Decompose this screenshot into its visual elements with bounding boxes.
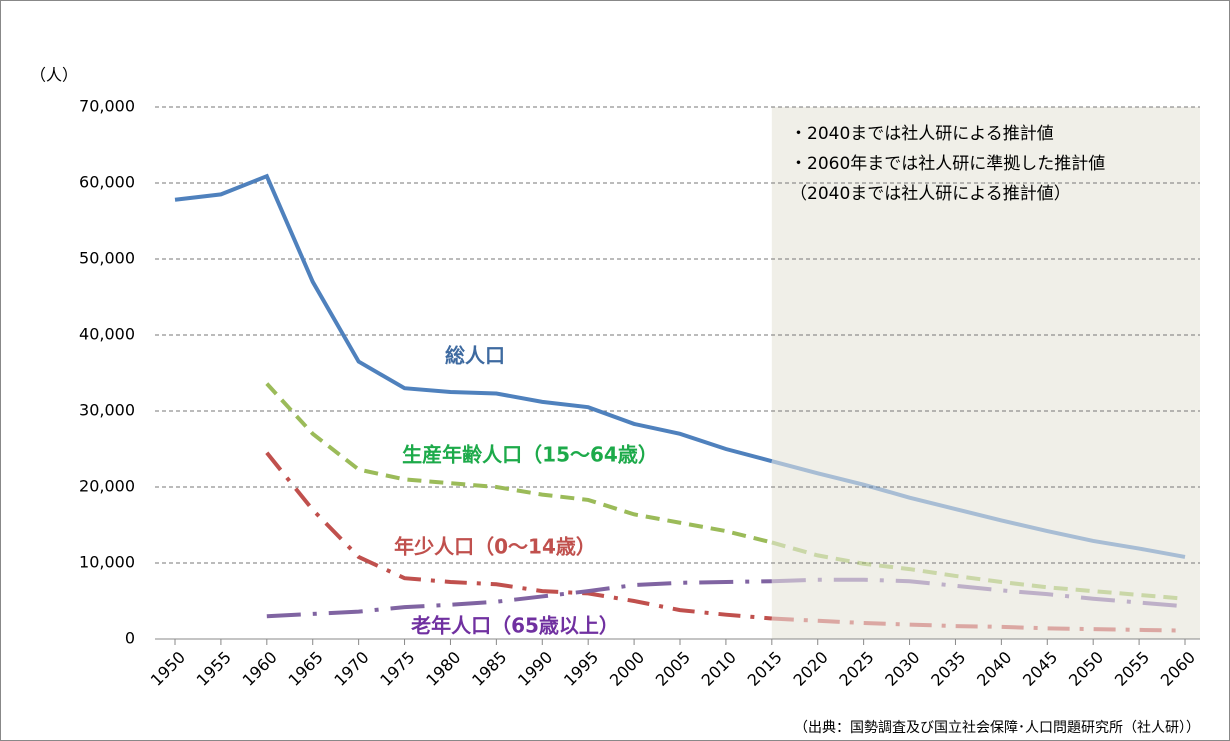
series-line xyxy=(771,577,1186,609)
series-line xyxy=(174,173,773,464)
y-tick-label: 40,000 xyxy=(79,325,135,344)
y-tick-label: 20,000 xyxy=(79,477,135,496)
series-label: 総人口 xyxy=(445,344,505,368)
note: ・2060年までは社人研に準拠した推計値 xyxy=(790,154,1105,174)
series-line xyxy=(771,459,1186,559)
y-unit: （人） xyxy=(30,66,78,85)
y-tick-label: 50,000 xyxy=(79,249,135,268)
source: （出典：国勢調査及び国立社会保障･人口問題研究所（社人研）） xyxy=(794,720,1200,736)
y-tick-label: 60,000 xyxy=(79,173,135,192)
y-tick-label: 70,000 xyxy=(79,97,135,116)
series-label: 老年人口（65歳以上） xyxy=(411,614,619,638)
series-line xyxy=(265,382,773,545)
series-line xyxy=(266,579,772,619)
series-label: 年少人口（0～14歳） xyxy=(394,535,596,559)
series-line xyxy=(265,451,772,621)
note: ・2040までは社人研による推計値 xyxy=(790,124,1054,144)
series-line xyxy=(771,540,1186,601)
series-label: 生産年齢人口（15～64歳） xyxy=(402,443,658,467)
y-tick-label: 10,000 xyxy=(79,553,135,572)
y-tick-label: 0 xyxy=(125,629,135,648)
y-tick-label: 30,000 xyxy=(79,401,135,420)
note: （2040までは社人研による推計値） xyxy=(790,184,1071,204)
projection-area xyxy=(771,107,1200,639)
